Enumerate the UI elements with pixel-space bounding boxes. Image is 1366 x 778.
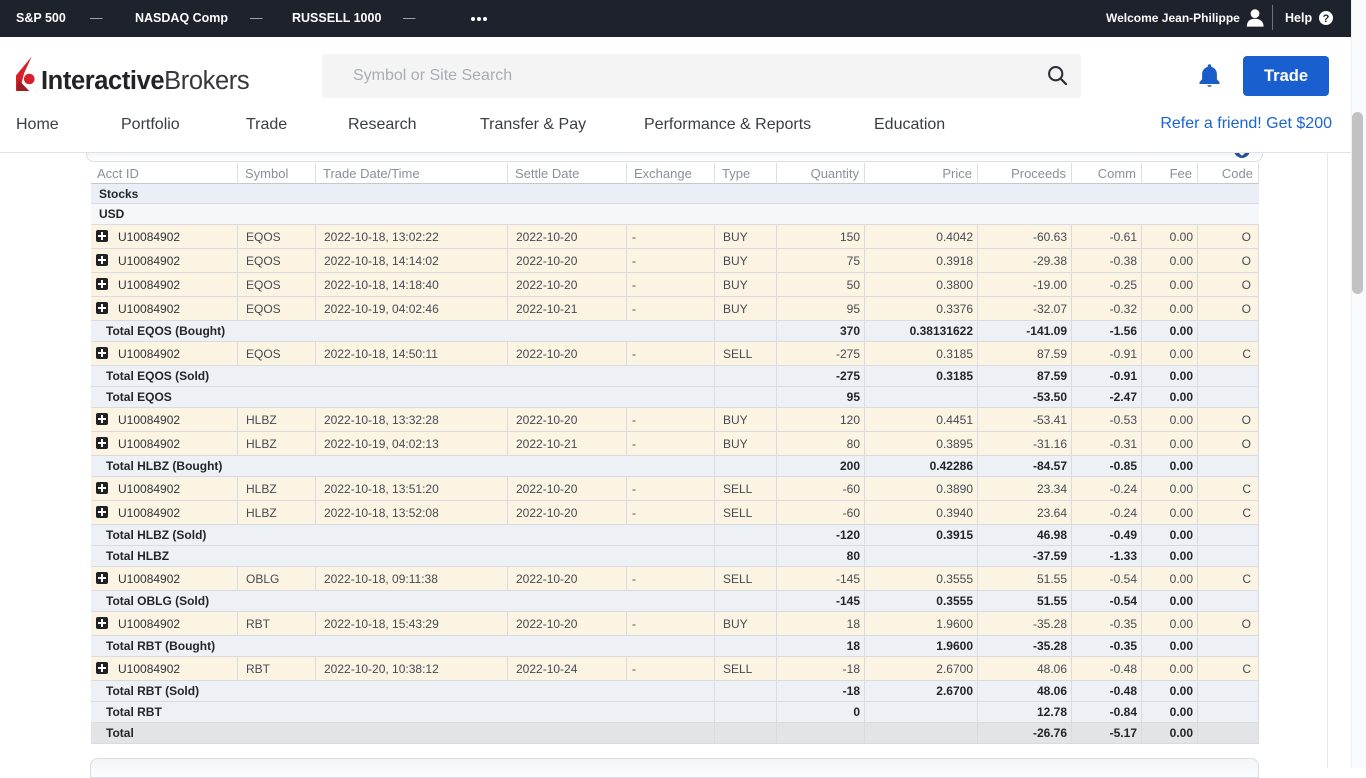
svg-text:?: ? (1323, 13, 1330, 25)
